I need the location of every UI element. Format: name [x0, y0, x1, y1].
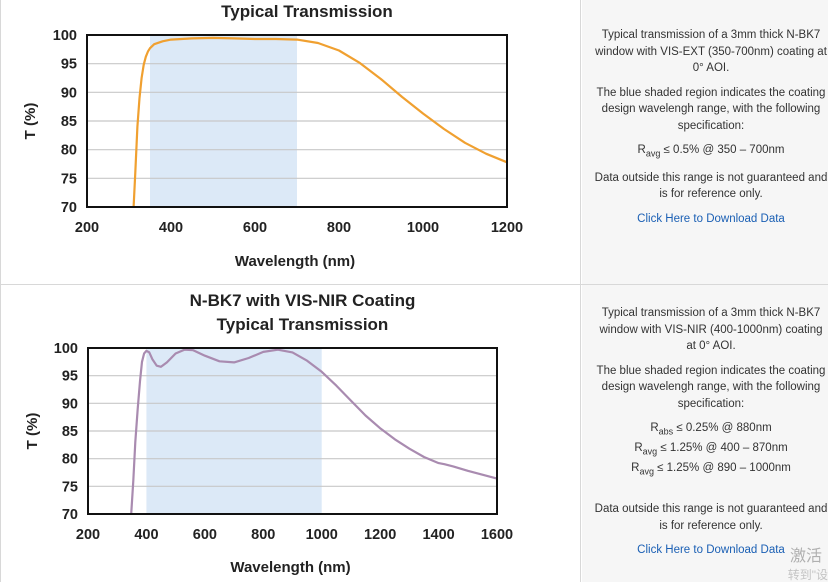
shaded-region-note: The blue shaded region indicates the coa…	[596, 86, 826, 132]
transmission-curve	[130, 348, 498, 515]
chart-title: Typical Transmission	[221, 2, 393, 21]
x-tick-label: 400	[159, 220, 183, 236]
y-tick-label: 90	[61, 85, 77, 101]
download-data-link[interactable]: Click Here to Download Data	[637, 544, 785, 557]
download-data-link[interactable]: Click Here to Download Data	[637, 212, 785, 225]
coating-spec-line: Ravg ≤ 0.5% @ 350 – 700nm	[594, 142, 828, 162]
y-tick-label: 95	[62, 369, 78, 385]
x-tick-label: 1200	[491, 220, 523, 236]
x-tick-label: 800	[251, 527, 275, 543]
chart-cell-2: N-BK7 with VIS-NIR Coating Typical Transm…	[0, 285, 581, 582]
chart-description: Typical transmission of a 3mm thick N-BK…	[595, 29, 827, 74]
spec-subscript: abs	[658, 426, 674, 437]
x-tick-label: 1200	[364, 527, 396, 543]
spec-value: ≤ 1.25% @ 400 – 870nm	[657, 441, 788, 454]
x-tick-label: 200	[76, 527, 100, 543]
y-tick-label: 70	[62, 507, 78, 523]
y-axis-label: T (%)	[24, 413, 41, 450]
x-tick-label: 400	[134, 527, 158, 543]
outside-range-note: Data outside this range is not guarantee…	[594, 171, 828, 201]
spec-subscript: avg	[639, 465, 654, 476]
shaded-region-note: The blue shaded region indicates the coa…	[596, 364, 826, 410]
coating-spec-list: Ravg ≤ 0.5% @ 350 – 700nm	[594, 142, 828, 162]
y-tick-label: 75	[61, 171, 77, 187]
spec-symbol: R	[634, 441, 643, 454]
spec-value: ≤ 1.25% @ 890 – 1000nm	[653, 461, 791, 474]
x-tick-label: 1600	[481, 527, 513, 543]
chart-cell-1: Typical Transmission 70 75 80 85 90 95 100 200 40…	[0, 0, 581, 284]
info-panel-2: Typical transmission of a 3mm thick N-BK…	[582, 285, 828, 582]
watermark-subtext: 转到"设	[787, 568, 828, 582]
chart-description: Typical transmission of a 3mm thick N-BK…	[599, 307, 823, 352]
x-tick-label: 1400	[422, 527, 454, 543]
x-tick-label: 800	[327, 220, 351, 236]
transmission-chart-vis-ext: Typical Transmission 70 75 80 85 90 95 100 200 40…	[22, 2, 523, 270]
x-tick-label: 600	[243, 220, 267, 236]
chart-row-2: N-BK7 with VIS-NIR Coating Typical Transm…	[0, 285, 828, 582]
plot-frame	[87, 347, 498, 515]
coating-spec-line: Rabs ≤ 0.25% @ 880nm	[594, 420, 828, 440]
watermark-text: 激活	[789, 548, 822, 565]
plot-frame	[86, 34, 508, 208]
x-tick-label: 1000	[306, 527, 338, 543]
spec-value: ≤ 0.25% @ 880nm	[673, 422, 772, 434]
spec-symbol: R	[637, 144, 646, 156]
y-tick-label: 85	[61, 114, 77, 130]
x-axis-label: Wavelength (nm)	[235, 253, 355, 270]
info-panel-1: Typical transmission of a 3mm thick N-BK…	[582, 0, 828, 284]
coating-spec-line: Ravg ≤ 1.25% @ 400 – 870nm	[594, 440, 828, 460]
spec-subscript: avg	[645, 148, 661, 159]
spec-value: ≤ 0.5% @ 350 – 700nm	[660, 144, 785, 156]
chart-row-1: Typical Transmission 70 75 80 85 90 95 100 200 40…	[0, 0, 828, 285]
chart-title: Typical Transmission	[217, 315, 389, 334]
x-axis-label: Wavelength (nm)	[230, 559, 350, 576]
y-tick-label: 70	[61, 200, 77, 216]
spec-symbol: R	[631, 461, 640, 474]
outside-range-note: Data outside this range is not guarantee…	[594, 503, 828, 532]
y-tick-label: 95	[61, 57, 77, 73]
y-tick-label: 85	[62, 424, 78, 440]
coating-spec-list: Rabs ≤ 0.25% @ 880nm Ravg ≤ 1.25% @ 400 –…	[594, 420, 828, 479]
y-axis-label: T (%)	[22, 103, 39, 140]
spec-symbol: R	[650, 422, 659, 434]
spec-subscript: avg	[642, 446, 658, 457]
y-tick-label: 75	[62, 479, 78, 495]
y-tick-label: 100	[54, 341, 78, 357]
chart-title: N-BK7 with VIS-NIR Coating	[190, 291, 416, 310]
y-tick-label: 90	[62, 396, 78, 412]
transmission-chart-vis-nir: N-BK7 with VIS-NIR Coating Typical Transm…	[24, 291, 513, 576]
y-tick-label: 100	[53, 28, 77, 44]
y-tick-label: 80	[61, 143, 77, 159]
coating-spec-line: Ravg ≤ 1.25% @ 890 – 1000nm	[594, 460, 828, 480]
x-tick-label: 200	[75, 220, 99, 236]
y-tick-label: 80	[62, 452, 78, 468]
x-tick-label: 600	[193, 527, 217, 543]
x-tick-label: 1000	[407, 220, 439, 236]
transmission-curve	[132, 36, 508, 208]
